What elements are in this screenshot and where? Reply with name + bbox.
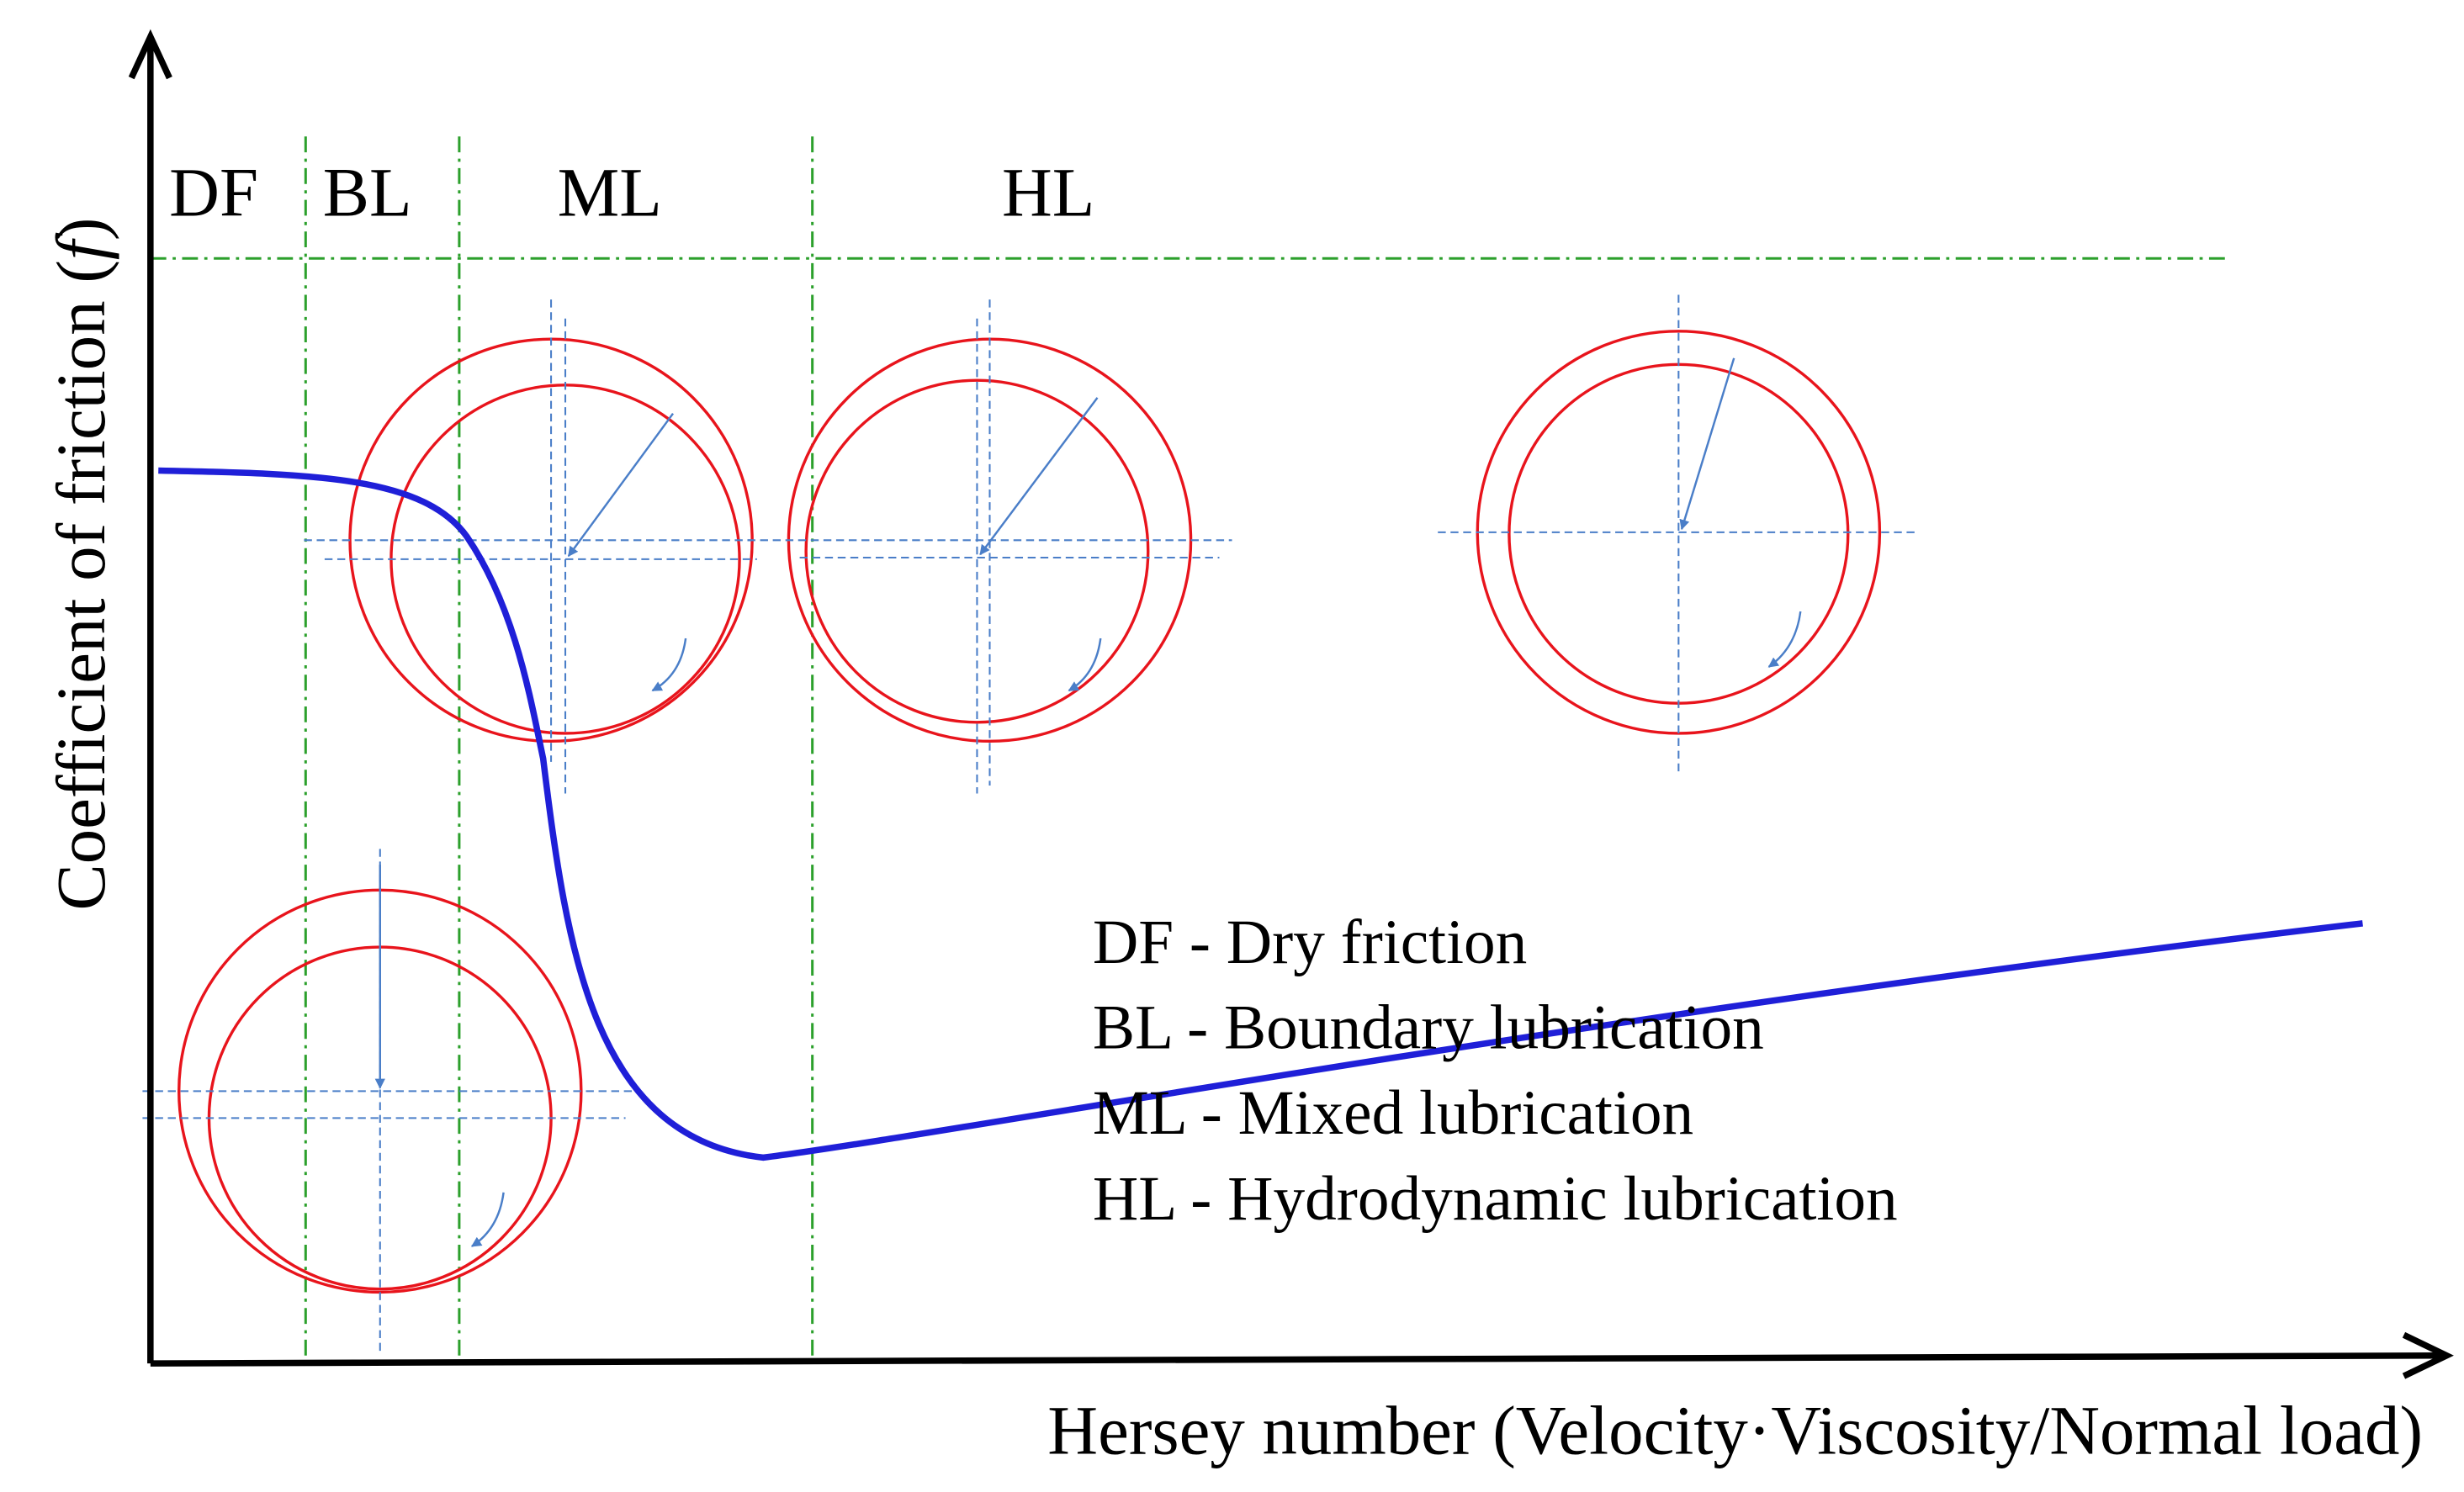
axes xyxy=(128,29,2454,1379)
bearing-diagrams xyxy=(142,294,1916,1356)
legend-item: BL - Boundary lubrication xyxy=(1093,993,1764,1063)
y-axis-label: Coefficient of friction (f) xyxy=(42,218,119,911)
y-label-text: ) xyxy=(42,218,119,241)
region-label: HL xyxy=(1002,153,1094,230)
legend-item: ML - Mixed lubrication xyxy=(1093,1078,1693,1148)
legend-item: HL - Hydrodynamic lubrication xyxy=(1093,1164,1898,1234)
x-axis-label: Hersey number (Velocity·Viscosity/Normal… xyxy=(1047,1391,2423,1468)
region-lines xyxy=(150,136,2225,1364)
region-label: BL xyxy=(323,153,412,230)
legend-item: DF - Dry friction xyxy=(1093,907,1527,977)
region-label: ML xyxy=(558,153,662,230)
y-label-text: Coefficient of friction ( xyxy=(42,260,119,910)
region-label: DF xyxy=(169,153,258,230)
stribeck-curve xyxy=(158,467,2363,1161)
